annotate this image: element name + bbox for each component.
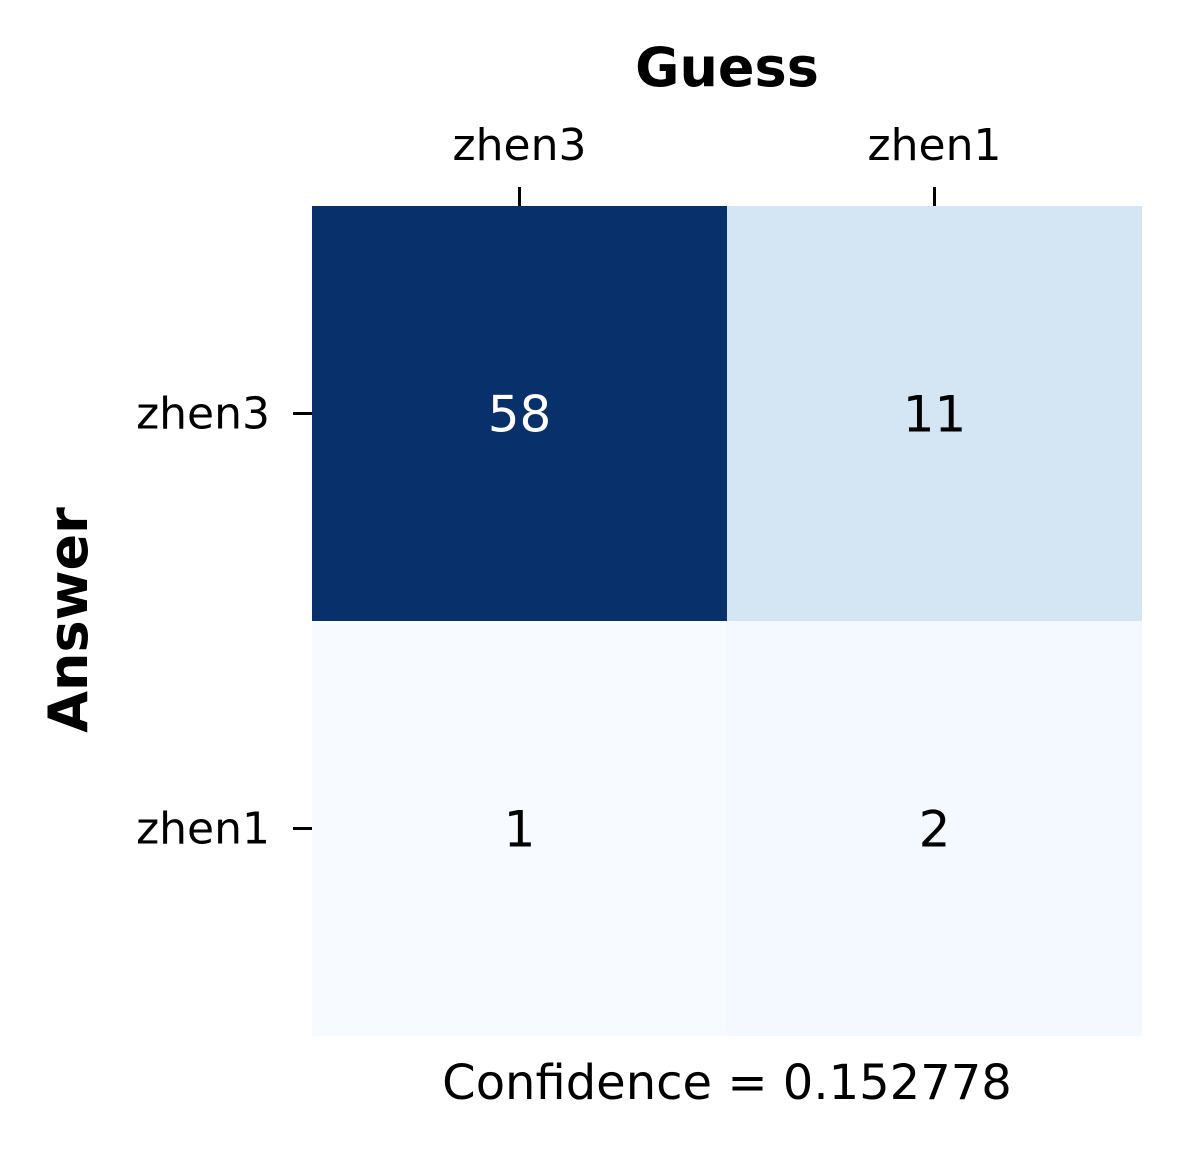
heatmap-cell-r1-c1: [727, 621, 1142, 1036]
x-tick-label-1: zhen1: [868, 120, 1002, 171]
cell-value-label-r1-c1: 2: [919, 801, 951, 859]
cell-value-label-r1-c0: 1: [504, 801, 536, 859]
cell-value-label-r0-c0: 58: [488, 386, 552, 444]
y-axis-title: Answer: [37, 507, 100, 733]
x-axis-title: Guess: [635, 36, 819, 99]
heatmap-cell-r1-c0: [312, 621, 727, 1036]
x-tick-label-0: zhen3: [453, 120, 587, 171]
confidence-footer: Confidence = 0.152778: [442, 1055, 1012, 1111]
y-axis-ticks: zhen3 zhen1: [136, 389, 312, 855]
y-tick-label-0: zhen3: [136, 389, 270, 440]
heatmap-cell-r0-c1: [727, 206, 1142, 621]
heatmap-cell-r0-c0: [312, 206, 727, 621]
x-axis-ticks: zhen3 zhen1: [453, 120, 1002, 206]
cell-value-label-r0-c1: 11: [903, 386, 967, 444]
y-tick-label-1: zhen1: [136, 804, 270, 855]
heatmap-cells: 58 111 2: [312, 206, 1142, 1036]
